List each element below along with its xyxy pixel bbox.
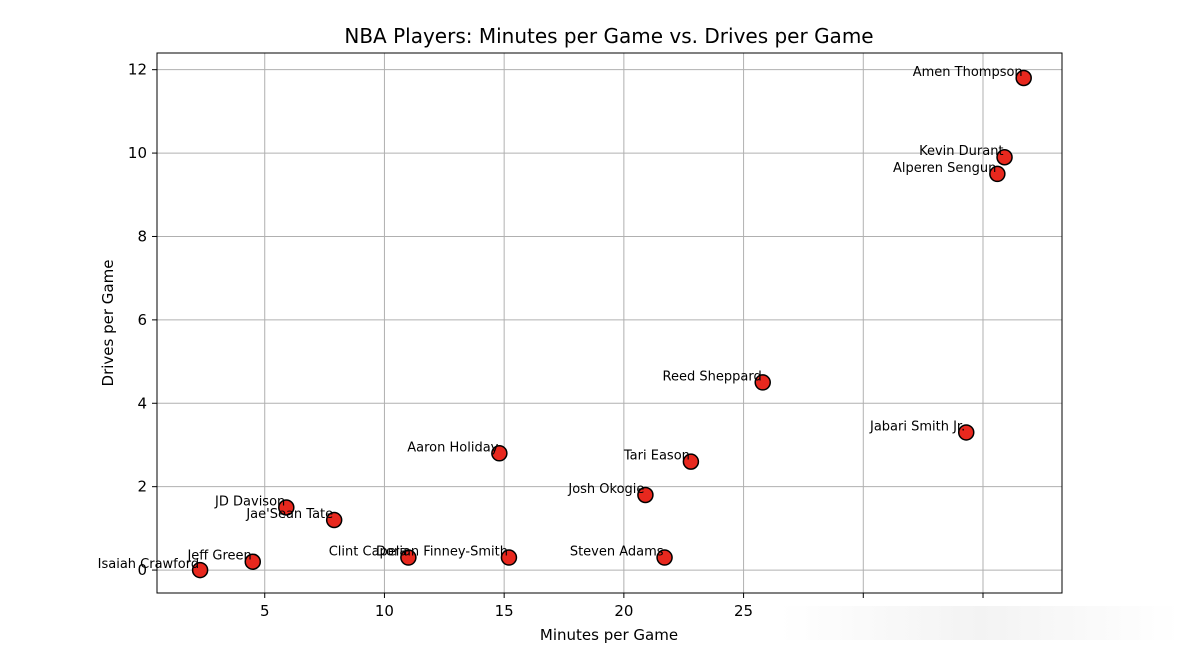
x-tick-label: 25 bbox=[734, 602, 753, 620]
data-point bbox=[191, 561, 209, 579]
x-axis-label: Minutes per Game bbox=[540, 626, 678, 644]
x-tick-label: 15 bbox=[495, 602, 514, 620]
point-label: Jeff Green bbox=[186, 549, 251, 564]
y-tick-label: 6 bbox=[137, 311, 147, 329]
data-point bbox=[656, 549, 673, 566]
point-label: Jabari Smith Jr. bbox=[869, 419, 965, 434]
y-tick-label: 10 bbox=[128, 144, 147, 162]
point-label: Steven Adams bbox=[570, 545, 664, 560]
data-points bbox=[191, 69, 1032, 579]
watermark-fade bbox=[780, 606, 1180, 640]
y-tick-label: 12 bbox=[128, 61, 147, 79]
data-point bbox=[957, 424, 975, 441]
point-label: Reed Sheppard bbox=[663, 369, 762, 384]
point-label: Kevin Durant bbox=[919, 144, 1003, 159]
data-point bbox=[996, 148, 1013, 166]
x-tick-label: 5 bbox=[260, 602, 270, 620]
y-tick-label: 8 bbox=[137, 227, 147, 245]
data-point bbox=[400, 549, 417, 566]
point-label: Dorian Finney-Smith bbox=[376, 545, 508, 560]
point-labels: Amen Thompson Kevin Durant Alperen Sengun R… bbox=[98, 65, 1023, 572]
data-point bbox=[325, 511, 343, 529]
data-point bbox=[637, 486, 654, 504]
chart-title: NBA Players: Minutes per Game vs. Drives… bbox=[344, 24, 873, 48]
y-tick-label: 4 bbox=[137, 394, 147, 412]
data-point bbox=[244, 553, 262, 570]
data-point bbox=[682, 453, 700, 470]
point-label: Aaron Holiday bbox=[407, 440, 498, 455]
plot-frame bbox=[156, 52, 1063, 594]
x-tick-label: 10 bbox=[375, 602, 394, 620]
data-point bbox=[754, 374, 771, 391]
data-point bbox=[1015, 69, 1032, 87]
y-tick-label: 0 bbox=[137, 561, 147, 579]
axis-ticks: 5 10 15 20 25 0 2 4 6 8 10 12 bbox=[128, 61, 984, 620]
point-label: Isaiah Crawford bbox=[98, 557, 199, 572]
data-point bbox=[278, 499, 295, 516]
point-label: Jae'Sean Tate bbox=[245, 507, 333, 522]
point-label: Josh Okogie bbox=[567, 482, 644, 497]
data-point bbox=[500, 549, 518, 566]
point-label: JD Davison bbox=[214, 495, 285, 510]
y-tick-label: 2 bbox=[137, 478, 147, 496]
x-tick-label: 20 bbox=[614, 602, 633, 620]
data-point bbox=[491, 445, 508, 462]
point-label: Alperen Sengun bbox=[893, 161, 996, 176]
grid bbox=[157, 53, 1062, 593]
point-label: Tari Eason bbox=[623, 449, 690, 464]
point-label: Clint Capela bbox=[329, 545, 408, 560]
point-label: Amen Thompson bbox=[913, 65, 1023, 80]
y-axis-label: Drives per Game bbox=[99, 260, 117, 387]
data-point bbox=[989, 165, 1006, 183]
